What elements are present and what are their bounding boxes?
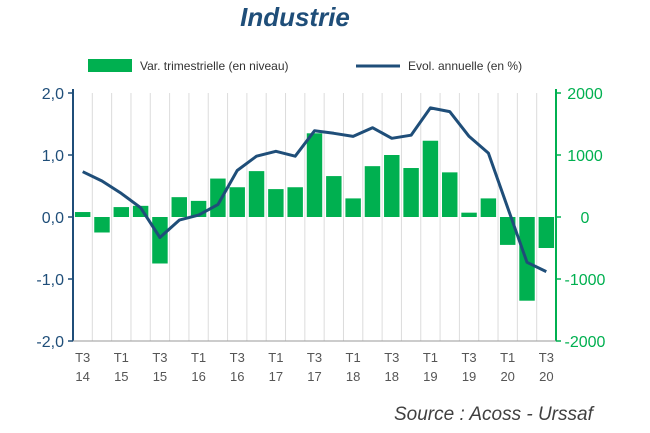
series-line [82,106,547,273]
x-tick-quarter: T3 [384,350,399,365]
x-tick-quarter: T1 [500,350,515,365]
bar [113,207,130,217]
bar [345,198,361,217]
bar [268,189,284,217]
chart-title: Industrie [240,2,350,32]
bar [480,198,497,217]
right-tick-label: -2000 [565,334,606,351]
x-tick-quarter: T1 [114,350,129,365]
bar [171,197,187,217]
bar [287,187,303,217]
legend-bar-label: Var. trimestrielle (en niveau) [140,59,289,73]
ticks-layer: 2,0 1,0 0,0 -1,0 -2,0 2000 1000 0 -1000 -2000 T3 14… [36,86,605,384]
x-tick-quarter: T3 [230,350,245,365]
bar [422,140,439,217]
x-tick-year: 18 [346,369,360,384]
source-note: Source : Acoss - Urssaf [394,404,593,425]
x-tick-quarter: T3 [539,350,554,365]
bar [461,212,477,217]
left-tick-label: -1,0 [36,272,64,289]
bar [229,187,245,217]
x-tick-quarter: T3 [461,350,476,365]
bar [538,217,555,248]
line-layer [82,106,547,273]
bar [74,212,91,217]
bar [384,155,400,217]
x-tick-quarter: T1 [268,350,283,365]
legend-bar-swatch [88,59,132,72]
bar [94,217,110,233]
x-tick-year: 17 [307,369,321,384]
bar [326,176,342,217]
right-tick-label: 0 [581,210,590,227]
x-tick-year: 16 [191,369,205,384]
right-tick-label: -1000 [565,272,606,289]
left-tick-label: 1,0 [42,148,64,165]
bar [248,171,265,217]
x-tick-year: 19 [423,369,437,384]
x-tick-year: 18 [385,369,399,384]
x-tick-year: 17 [269,369,283,384]
x-tick-quarter: T1 [423,350,438,365]
bar [499,217,516,245]
x-tick-year: 15 [153,369,167,384]
x-tick-quarter: T1 [191,350,206,365]
left-tick-label: 0,0 [42,210,64,227]
x-tick-quarter: T3 [75,350,90,365]
x-tick-year: 19 [462,369,476,384]
x-tick-quarter: T3 [307,350,322,365]
legend-line-label: Evol. annuelle (en %) [408,59,522,73]
x-tick-quarter: T3 [152,350,167,365]
legend: Var. trimestrielle (en niveau) Evol. ann… [88,59,522,73]
bar [364,166,381,217]
bar [152,217,168,264]
bar [132,205,149,217]
x-tick-year: 14 [75,369,89,384]
right-tick-label: 1000 [567,148,603,165]
x-tick-year: 20 [500,369,514,384]
x-tick-year: 16 [230,369,244,384]
bar [442,172,458,217]
x-tick-year: 20 [539,369,553,384]
right-tick-label: 2000 [567,86,603,103]
bar [306,133,323,217]
bar [403,168,419,217]
axes-layer [72,89,557,342]
left-tick-label: 2,0 [42,86,64,103]
x-tick-year: 15 [114,369,128,384]
x-tick-quarter: T1 [346,350,361,365]
left-tick-label: -2,0 [36,334,64,351]
